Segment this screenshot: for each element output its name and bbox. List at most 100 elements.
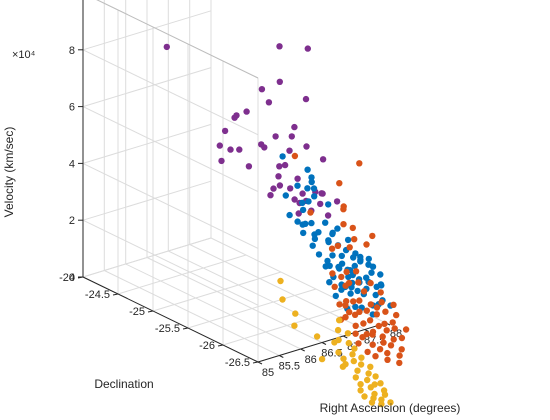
y-tick-label: -25.5 xyxy=(155,323,180,335)
data-point-series-2 xyxy=(369,331,376,338)
data-point-series-2 xyxy=(360,288,368,295)
data-point-series-2 xyxy=(338,273,345,281)
data-point-series-1 xyxy=(304,185,311,192)
data-point-series-3 xyxy=(378,400,385,408)
data-point-series-2 xyxy=(391,325,398,332)
data-point-series-2 xyxy=(366,317,374,324)
data-point-series-2 xyxy=(343,268,350,276)
data-point-series-3 xyxy=(387,399,394,406)
data-point-series-2 xyxy=(352,268,360,275)
data-point-series-3 xyxy=(357,361,365,368)
data-point-series-1 xyxy=(322,263,329,270)
data-point-series-1 xyxy=(322,219,329,226)
data-point-series-0 xyxy=(265,99,273,106)
data-point-series-2 xyxy=(367,279,374,287)
data-point-series-3 xyxy=(349,351,356,358)
y-tick-mark xyxy=(147,310,154,313)
wall-grid-line xyxy=(82,237,212,278)
data-point-series-3 xyxy=(292,310,299,317)
data-point-series-3 xyxy=(344,330,352,337)
data-point-series-2 xyxy=(307,209,314,216)
y-tick-mark xyxy=(112,293,119,296)
data-point-series-1 xyxy=(325,201,332,208)
data-point-series-2 xyxy=(383,327,390,334)
data-point-series-1 xyxy=(350,254,357,261)
data-point-series-0 xyxy=(216,142,223,149)
data-point-series-3 xyxy=(367,363,374,370)
data-point-series-2 xyxy=(398,346,405,353)
data-point-series-1 xyxy=(282,192,289,199)
floor-grid-line xyxy=(125,263,301,350)
data-point-series-2 xyxy=(363,307,370,314)
data-point-series-3 xyxy=(367,384,374,391)
data-point-series-2 xyxy=(373,304,381,311)
data-point-series-2 xyxy=(355,340,362,347)
data-point-series-2 xyxy=(359,334,366,341)
data-point-series-2 xyxy=(351,236,358,243)
data-point-series-3 xyxy=(331,339,338,346)
x-tick-mark xyxy=(257,361,263,365)
z-axis-label: Velocity (km/sec) xyxy=(2,127,16,218)
data-point-series-1 xyxy=(299,221,306,228)
data-point-series-2 xyxy=(360,320,367,327)
data-point-series-1 xyxy=(345,273,352,281)
data-point-series-1 xyxy=(311,235,319,243)
data-point-series-3 xyxy=(358,354,365,361)
floor-grid-line xyxy=(117,254,247,295)
data-point-series-0 xyxy=(243,108,250,115)
floor-grid-line xyxy=(187,288,317,329)
data-point-series-3 xyxy=(336,317,343,324)
data-point-series-3 xyxy=(377,380,384,387)
data-point-series-2 xyxy=(387,342,395,349)
data-point-series-1 xyxy=(279,153,286,160)
data-point-series-1 xyxy=(311,193,318,200)
wall-grid-line xyxy=(96,0,259,79)
wall-grid-line xyxy=(82,10,212,51)
data-point-series-2 xyxy=(377,289,384,296)
data-point-series-1 xyxy=(294,218,301,225)
y-axis-line xyxy=(82,276,259,363)
data-point-series-3 xyxy=(318,355,326,363)
data-point-series-0 xyxy=(287,185,294,192)
data-point-series-0 xyxy=(236,146,243,153)
data-point-series-0 xyxy=(276,78,283,86)
data-point-series-2 xyxy=(340,221,347,228)
data-point-series-1 xyxy=(299,206,307,214)
data-point-series-3 xyxy=(351,345,358,352)
y-tick-label: -24.5 xyxy=(85,289,110,301)
data-point-series-3 xyxy=(339,363,347,370)
y-axis-label: Declination xyxy=(94,377,153,391)
data-point-series-2 xyxy=(389,319,396,326)
data-point-series-3 xyxy=(357,387,364,394)
data-point-series-1 xyxy=(347,290,354,297)
data-point-series-1 xyxy=(351,262,358,270)
data-point-series-3 xyxy=(372,373,379,380)
data-point-series-2 xyxy=(369,232,376,240)
data-point-series-2 xyxy=(328,245,336,252)
data-point-series-2 xyxy=(378,299,385,306)
data-point-series-1 xyxy=(354,287,361,295)
z-tick-label: 8 xyxy=(69,45,75,57)
data-point-series-1 xyxy=(300,229,307,237)
data-point-series-0 xyxy=(261,144,268,151)
data-point-series-2 xyxy=(369,341,376,348)
data-point-series-2 xyxy=(343,298,350,305)
data-point-series-2 xyxy=(384,356,391,363)
y-tick-mark xyxy=(252,361,259,364)
z-tick-label: 0 xyxy=(69,272,75,284)
data-point-series-2 xyxy=(396,352,403,359)
wall-grid-line xyxy=(82,67,212,108)
y-tick-label: -26.5 xyxy=(225,357,250,369)
data-point-series-2 xyxy=(390,301,397,308)
data-point-series-1 xyxy=(329,252,336,259)
data-point-series-1 xyxy=(332,292,339,300)
data-point-series-1 xyxy=(357,256,364,263)
data-point-series-0 xyxy=(302,95,310,103)
data-point-series-0 xyxy=(163,43,170,51)
data-point-series-1 xyxy=(368,269,375,276)
x-tick-label: 85.5 xyxy=(279,361,300,373)
x-tick-mark xyxy=(279,355,284,358)
wall-grid-line xyxy=(82,180,212,221)
data-point-series-1 xyxy=(310,185,318,192)
